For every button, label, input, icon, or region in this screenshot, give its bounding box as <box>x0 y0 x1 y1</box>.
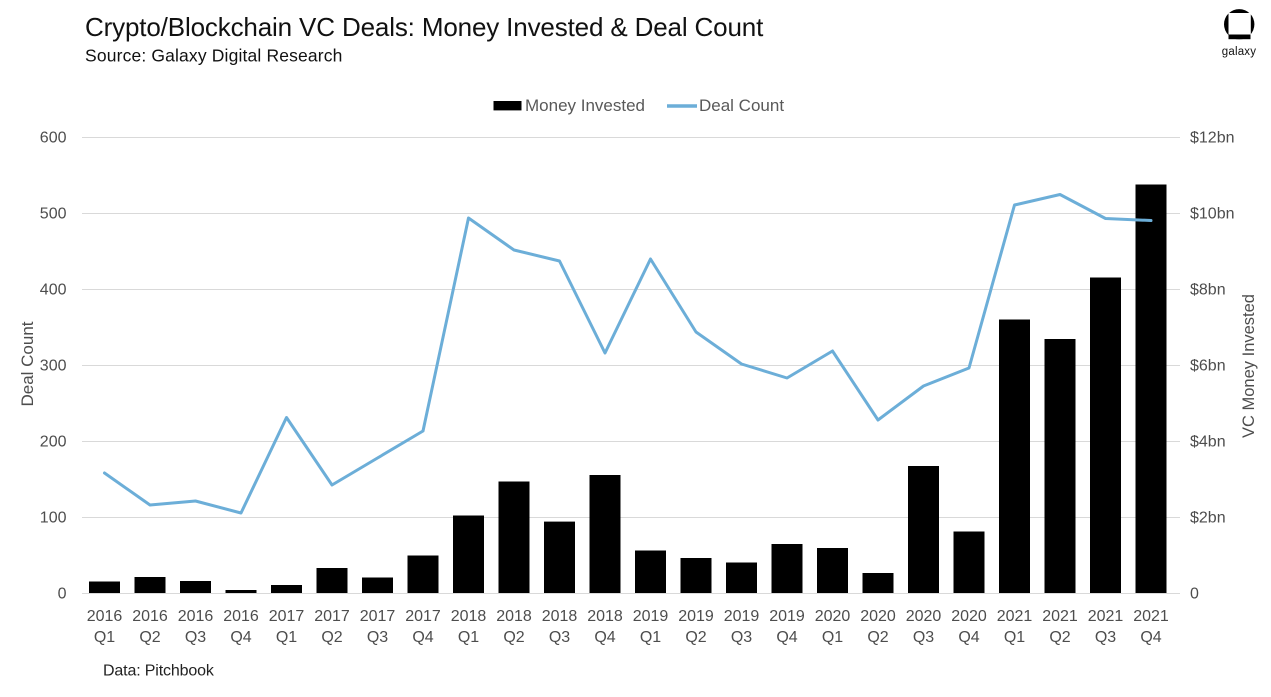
svg-text:2018: 2018 <box>496 608 532 625</box>
svg-text:2016: 2016 <box>223 608 259 625</box>
svg-text:galaxy: galaxy <box>1222 46 1256 58</box>
svg-text:2020: 2020 <box>815 608 851 625</box>
svg-text:200: 200 <box>40 434 67 451</box>
svg-text:$6bn: $6bn <box>1190 358 1226 375</box>
svg-text:Q1: Q1 <box>822 629 843 646</box>
svg-text:2017: 2017 <box>314 608 350 625</box>
svg-text:Q3: Q3 <box>1095 629 1116 646</box>
svg-text:Q1: Q1 <box>640 629 661 646</box>
svg-text:$10bn: $10bn <box>1190 206 1235 223</box>
svg-text:2017: 2017 <box>269 608 305 625</box>
svg-text:Q4: Q4 <box>1140 629 1161 646</box>
svg-text:Data: Pitchbook: Data: Pitchbook <box>103 663 215 680</box>
svg-text:Q2: Q2 <box>867 629 888 646</box>
svg-text:Q4: Q4 <box>230 629 251 646</box>
svg-text:Q4: Q4 <box>958 629 979 646</box>
svg-text:2020: 2020 <box>951 608 987 625</box>
svg-text:Deal Count: Deal Count <box>18 321 37 406</box>
svg-text:2016: 2016 <box>87 608 123 625</box>
svg-text:400: 400 <box>40 282 67 299</box>
svg-text:300: 300 <box>40 358 67 375</box>
svg-text:2021: 2021 <box>1088 608 1124 625</box>
svg-text:Q2: Q2 <box>139 629 160 646</box>
svg-text:$2bn: $2bn <box>1190 510 1226 527</box>
svg-text:Q2: Q2 <box>321 629 342 646</box>
svg-text:Q1: Q1 <box>94 629 115 646</box>
svg-text:Q2: Q2 <box>1049 629 1070 646</box>
svg-text:Q3: Q3 <box>549 629 570 646</box>
svg-text:Q3: Q3 <box>185 629 206 646</box>
svg-text:Q1: Q1 <box>458 629 479 646</box>
svg-text:2019: 2019 <box>769 608 805 625</box>
svg-text:Q2: Q2 <box>685 629 706 646</box>
svg-text:2017: 2017 <box>405 608 441 625</box>
svg-text:2020: 2020 <box>860 608 896 625</box>
svg-text:2018: 2018 <box>542 608 578 625</box>
svg-text:Q4: Q4 <box>412 629 433 646</box>
svg-text:100: 100 <box>40 510 67 527</box>
svg-text:2018: 2018 <box>451 608 487 625</box>
svg-text:Deal Count: Deal Count <box>699 96 784 115</box>
svg-text:Q3: Q3 <box>367 629 388 646</box>
svg-text:Q1: Q1 <box>276 629 297 646</box>
svg-text:0: 0 <box>1190 586 1199 603</box>
svg-text:VC Money Invested: VC Money Invested <box>1240 294 1258 438</box>
svg-text:Crypto/Blockchain VC Deals: Mo: Crypto/Blockchain VC Deals: Money Invest… <box>85 12 764 42</box>
svg-text:2018: 2018 <box>587 608 623 625</box>
svg-text:2019: 2019 <box>724 608 760 625</box>
svg-text:600: 600 <box>40 130 67 147</box>
svg-text:Q3: Q3 <box>731 629 752 646</box>
svg-text:0: 0 <box>58 586 67 603</box>
svg-text:Source: Galaxy Digital Researc: Source: Galaxy Digital Research <box>85 46 343 66</box>
svg-text:2019: 2019 <box>678 608 714 625</box>
svg-text:2016: 2016 <box>132 608 168 625</box>
svg-text:Q2: Q2 <box>503 629 524 646</box>
svg-text:Q3: Q3 <box>913 629 934 646</box>
svg-text:500: 500 <box>40 206 67 223</box>
svg-text:2021: 2021 <box>1133 608 1169 625</box>
svg-text:2016: 2016 <box>178 608 214 625</box>
svg-text:Q1: Q1 <box>1004 629 1025 646</box>
svg-text:Q4: Q4 <box>594 629 615 646</box>
svg-text:2020: 2020 <box>906 608 942 625</box>
svg-text:2021: 2021 <box>1042 608 1078 625</box>
svg-text:$4bn: $4bn <box>1190 434 1226 451</box>
svg-text:$8bn: $8bn <box>1190 282 1226 299</box>
svg-text:Money Invested: Money Invested <box>525 96 645 115</box>
svg-text:Q4: Q4 <box>776 629 797 646</box>
svg-text:2017: 2017 <box>360 608 396 625</box>
svg-text:2021: 2021 <box>997 608 1033 625</box>
svg-text:2019: 2019 <box>633 608 669 625</box>
svg-text:$12bn: $12bn <box>1190 130 1235 147</box>
